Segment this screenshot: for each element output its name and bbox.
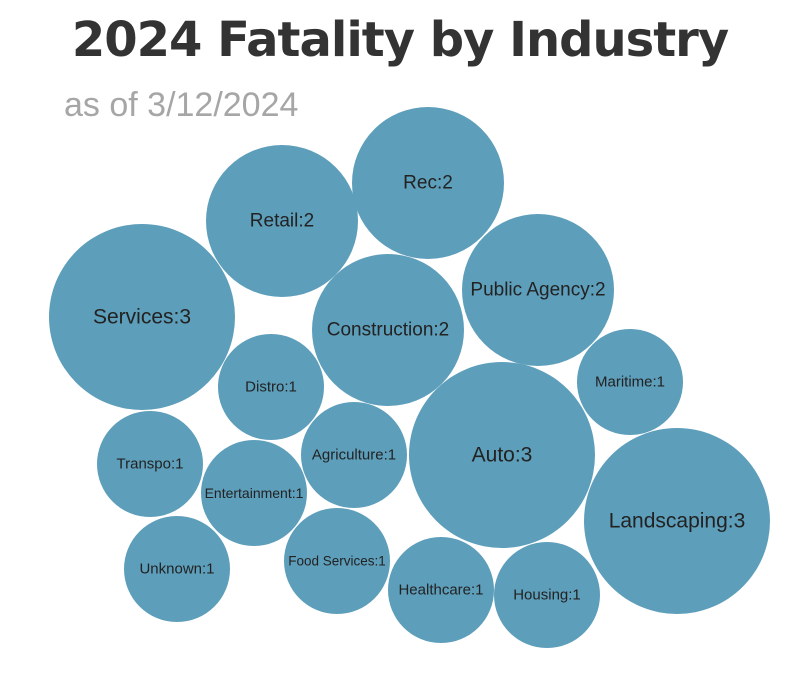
bubble-label-unknown: Unknown:1 bbox=[139, 561, 214, 578]
bubble-landscaping bbox=[584, 428, 770, 614]
bubble-label-food-services: Food Services:1 bbox=[288, 554, 386, 569]
bubble-agriculture bbox=[301, 402, 407, 508]
bubble-label-agriculture: Agriculture:1 bbox=[312, 447, 396, 464]
bubble-label-services: Services:3 bbox=[93, 306, 191, 329]
bubble-label-transpo: Transpo:1 bbox=[117, 456, 184, 473]
bubble-label-maritime: Maritime:1 bbox=[595, 374, 665, 391]
bubble-housing bbox=[494, 542, 600, 648]
bubble-label-housing: Housing:1 bbox=[513, 587, 581, 604]
bubble-maritime bbox=[577, 329, 683, 435]
bubble-label-construction: Construction:2 bbox=[327, 320, 450, 341]
bubble-retail bbox=[206, 145, 358, 297]
bubble-label-healthcare: Healthcare:1 bbox=[398, 582, 483, 599]
bubble-services bbox=[49, 224, 235, 410]
bubble-label-retail: Retail:2 bbox=[250, 211, 314, 232]
bubble-entertainment bbox=[201, 440, 307, 546]
bubble-label-distro: Distro:1 bbox=[245, 379, 297, 396]
bubble-transpo bbox=[97, 411, 203, 517]
bubble-auto bbox=[409, 362, 595, 548]
bubble-public-agency bbox=[462, 214, 614, 366]
chart-subtitle: as of 3/12/2024 bbox=[64, 86, 299, 124]
bubble-label-rec: Rec:2 bbox=[403, 173, 453, 194]
bubble-construction bbox=[312, 254, 464, 406]
bubble-label-landscaping: Landscaping:3 bbox=[609, 510, 746, 533]
bubble-unknown bbox=[124, 516, 230, 622]
bubble-food-services bbox=[284, 508, 390, 614]
bubble-label-entertainment: Entertainment:1 bbox=[205, 485, 304, 501]
bubble-label-auto: Auto:3 bbox=[472, 444, 533, 467]
bubble-rec bbox=[352, 107, 504, 259]
bubble-healthcare bbox=[388, 537, 494, 643]
chart-title: 2024 Fatality by Industry bbox=[71, 12, 729, 68]
bubble-distro bbox=[218, 334, 324, 440]
bubble-label-public-agency: Public Agency:2 bbox=[470, 280, 605, 301]
